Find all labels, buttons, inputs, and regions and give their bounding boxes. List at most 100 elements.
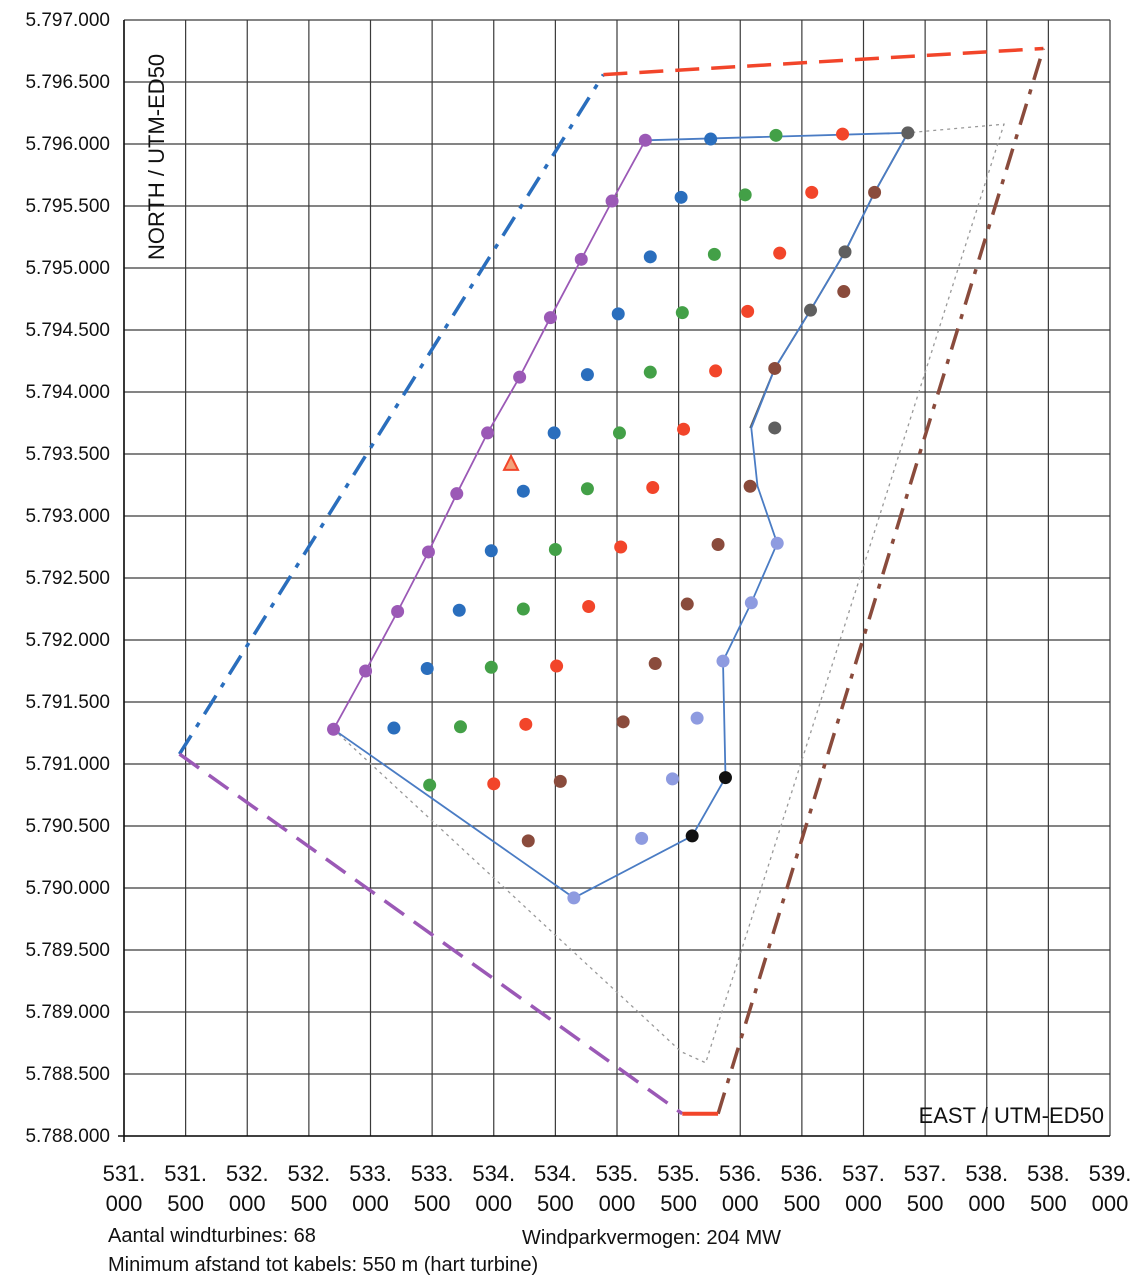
- y-tick-label: 5.796.000: [25, 134, 110, 155]
- y-tick-label: 5.790.500: [25, 816, 110, 837]
- brown-turbine-point: [768, 361, 782, 375]
- turbine-strings-layer: [332, 131, 910, 899]
- x-tick-label: 000: [968, 1191, 1005, 1216]
- x-tick-label: 537.: [842, 1161, 885, 1186]
- y-tick-label: 5.791.000: [25, 754, 110, 775]
- y-tick-label: 5.790.000: [25, 878, 110, 899]
- x-tick-labels: 531. 000 531. 500 532. 000 532. 500 533. 000 533. 5…: [103, 1161, 1132, 1216]
- purple-export-cable: [178, 752, 684, 1116]
- y-tick-label: 5.796.500: [25, 72, 110, 93]
- y-tick-label: 5.788.000: [25, 1126, 110, 1147]
- x-tick-label: 000: [722, 1191, 759, 1216]
- brown-turbine-point: [711, 538, 725, 552]
- lightblue-turbine-point: [567, 891, 581, 905]
- y-tick-label: 5.788.500: [25, 1064, 110, 1085]
- black-turbine-point: [685, 829, 699, 843]
- purple-turbine-point: [638, 133, 652, 147]
- lightblue-turbine-point: [770, 536, 784, 550]
- outer-boundary-line: [333, 123, 1005, 1064]
- x-tick-label: 534.: [534, 1161, 577, 1186]
- lightblue-turbine-point: [744, 596, 758, 610]
- brown-turbine-point: [648, 657, 662, 671]
- grid-lines: [118, 19, 1111, 1142]
- purple-turbine-point: [327, 722, 341, 736]
- purple-turbine-point: [359, 664, 373, 678]
- y-tick-label: 5.792.500: [25, 568, 110, 589]
- purple-turbine-point: [513, 370, 527, 384]
- green-turbine-point: [738, 188, 752, 202]
- turbine-points-layer: [327, 126, 915, 905]
- x-tick-label: 000: [475, 1191, 512, 1216]
- x-tick-label: 532.: [226, 1161, 269, 1186]
- brown-turbine-point: [680, 597, 694, 611]
- y-tick-label: 5.789.000: [25, 1002, 110, 1023]
- green-turbine-point: [769, 128, 783, 142]
- brown-turbine-point: [743, 479, 757, 493]
- y-tick-label: 5.792.000: [25, 630, 110, 651]
- blue-turbine-point: [387, 721, 401, 735]
- x-tick-label: 500: [907, 1191, 944, 1216]
- red-turbine-point: [614, 540, 628, 554]
- y-tick-label: 5.791.500: [25, 692, 110, 713]
- outer-boundary-layer: [333, 123, 1005, 1064]
- purple-turbine-point: [421, 545, 435, 559]
- red-turbine-point: [805, 185, 819, 199]
- x-tick-label: 534.: [472, 1161, 515, 1186]
- y-tick-label: 5.789.500: [25, 940, 110, 961]
- green-turbine-point: [484, 660, 498, 674]
- x-tick-label: 535.: [657, 1161, 700, 1186]
- marker-layer: [502, 453, 520, 471]
- x-tick-label: 531.: [103, 1161, 146, 1186]
- y-axis-title: NORTH / UTM-ED50: [144, 54, 169, 260]
- x-tick-label: 500: [784, 1191, 821, 1216]
- green-turbine-point: [580, 482, 594, 496]
- x-tick-label: 000: [845, 1191, 882, 1216]
- x-tick-label: 536.: [780, 1161, 823, 1186]
- blue-turbine-point: [704, 132, 718, 146]
- gray-turbine-point: [768, 421, 782, 435]
- x-tick-label: 538.: [965, 1161, 1008, 1186]
- red-export-cable: [603, 46, 1044, 77]
- green-turbine-point: [643, 365, 657, 379]
- green-turbine-point: [675, 306, 689, 320]
- red-turbine-point: [677, 422, 691, 436]
- blue-turbine-point: [547, 426, 561, 440]
- export-cables-layer: [178, 46, 1046, 1116]
- footer-park-capacity: Windparkvermogen: 204 MW: [522, 1227, 781, 1249]
- brown-turbine-point: [553, 774, 567, 788]
- red-turbine-point: [646, 480, 660, 494]
- x-tick-label: 536.: [719, 1161, 762, 1186]
- x-tick-label: 535.: [596, 1161, 639, 1186]
- red-turbine-point: [773, 246, 787, 260]
- x-tick-label: 539.: [1089, 1161, 1132, 1186]
- green-turbine-point: [453, 720, 467, 734]
- purple-turbine-point: [543, 311, 557, 325]
- purple-turbine-point: [391, 604, 405, 618]
- x-tick-label: 533.: [349, 1161, 392, 1186]
- y-tick-labels: 5.797.000 5.796.500 5.796.000 5.795.500 5.79…: [25, 10, 110, 1147]
- blue-turbine-point: [611, 307, 625, 321]
- green-turbine-point: [548, 542, 562, 556]
- x-tick-label: 000: [106, 1191, 143, 1216]
- gray-turbine-point: [838, 245, 852, 259]
- red-turbine-point: [709, 364, 723, 378]
- brown-turbine-point: [521, 834, 535, 848]
- blue-export-cable: [178, 73, 605, 756]
- x-tick-label: 538.: [1027, 1161, 1070, 1186]
- y-tick-label: 5.793.500: [25, 444, 110, 465]
- red-turbine-point: [550, 659, 564, 673]
- purple-turbine-point: [574, 252, 588, 266]
- y-tick-label: 5.795.000: [25, 258, 110, 279]
- footer-min-cable-distance: Minimum afstand tot kabels: 550 m (hart …: [108, 1254, 539, 1276]
- blue-turbine-point: [420, 662, 434, 676]
- blue-turbine-point: [516, 484, 530, 498]
- lightblue-turbine-point: [635, 831, 649, 845]
- green-turbine-point: [423, 778, 437, 792]
- x-tick-label: 533.: [411, 1161, 454, 1186]
- y-tick-label: 5.797.000: [25, 10, 110, 31]
- red-turbine-point: [836, 127, 850, 141]
- purple-turbine-point: [605, 194, 619, 208]
- x-tick-label: 500: [1030, 1191, 1067, 1216]
- green-turbine-point: [707, 247, 721, 261]
